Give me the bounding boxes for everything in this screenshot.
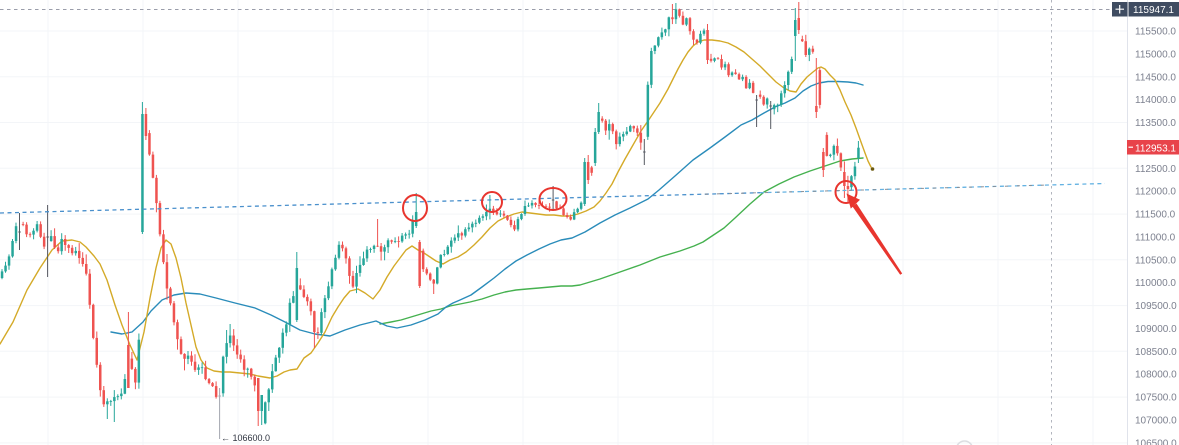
svg-text:108500.0: 108500.0 — [1135, 347, 1177, 358]
svg-text:115947.1: 115947.1 — [1133, 5, 1174, 16]
svg-text:112500.0: 112500.0 — [1135, 164, 1176, 175]
svg-text:111500.0: 111500.0 — [1135, 210, 1176, 221]
svg-text:111000.0: 111000.0 — [1135, 232, 1176, 243]
svg-text:115500.0: 115500.0 — [1135, 27, 1176, 38]
svg-text:114000.0: 114000.0 — [1135, 95, 1176, 106]
svg-text:113500.0: 113500.0 — [1135, 118, 1176, 129]
svg-text:107500.0: 107500.0 — [1135, 393, 1177, 404]
svg-text:112953.1: 112953.1 — [1135, 144, 1176, 155]
svg-text:115000.0: 115000.0 — [1135, 49, 1176, 60]
svg-text:106500.0: 106500.0 — [1135, 438, 1177, 445]
svg-text:107000.0: 107000.0 — [1135, 416, 1177, 427]
svg-text:109000.0: 109000.0 — [1135, 324, 1177, 335]
svg-text:109500.0: 109500.0 — [1135, 301, 1177, 312]
svg-text:← 106600.0: ← 106600.0 — [221, 433, 270, 443]
svg-text:108000.0: 108000.0 — [1135, 370, 1177, 381]
svg-text:112000.0: 112000.0 — [1135, 187, 1176, 198]
svg-text:110000.0: 110000.0 — [1135, 278, 1176, 289]
svg-text:114500.0: 114500.0 — [1135, 72, 1176, 83]
svg-text:110500.0: 110500.0 — [1135, 255, 1176, 266]
